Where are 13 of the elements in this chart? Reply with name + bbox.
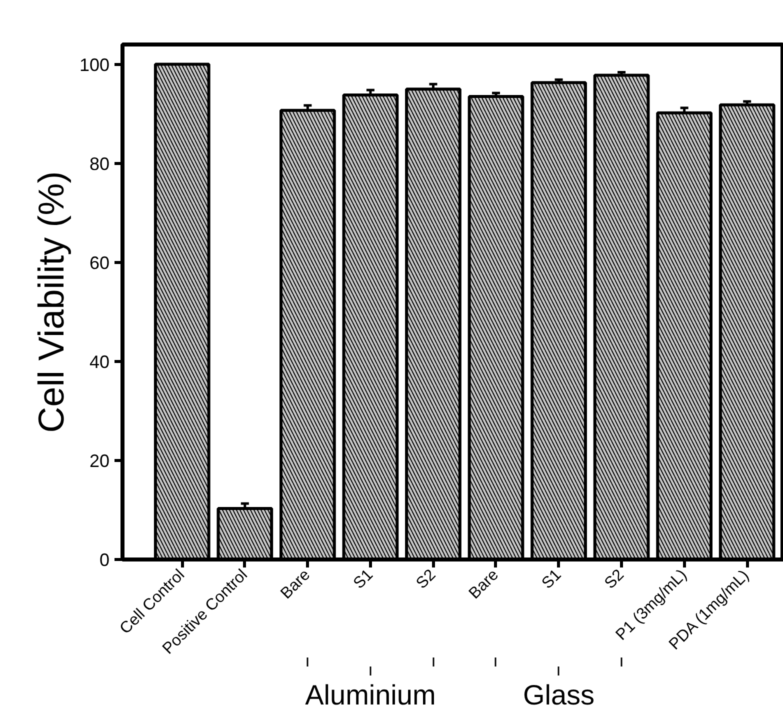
y-tick-label: 40 bbox=[89, 352, 110, 372]
y-axis-title: Cell Viability (%) bbox=[30, 171, 72, 433]
y-tick-label: 60 bbox=[89, 252, 110, 273]
x-tick-label: S1 bbox=[350, 566, 377, 592]
x-tick-label: S2 bbox=[602, 566, 628, 592]
x-tick-label: S2 bbox=[413, 566, 440, 592]
y-tick-label: 80 bbox=[89, 154, 110, 174]
y-tick-label: 0 bbox=[99, 550, 110, 570]
y-tick-label: 100 bbox=[79, 54, 110, 75]
text: Glass bbox=[522, 680, 595, 710]
y-tick-label: 20 bbox=[89, 450, 110, 471]
x-tick-label: S1 bbox=[538, 566, 565, 592]
text: Aluminium bbox=[305, 680, 436, 710]
